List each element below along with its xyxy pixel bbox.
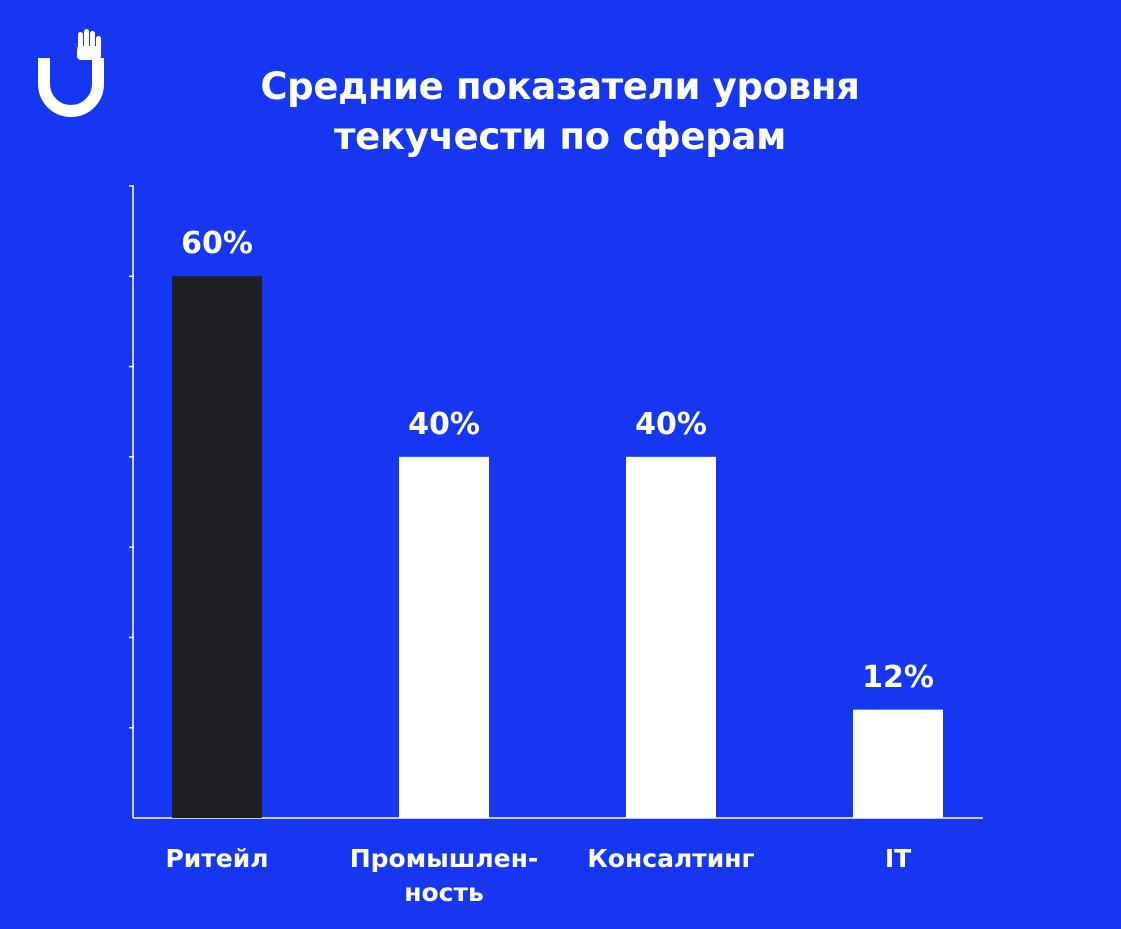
bar-2 <box>399 456 489 818</box>
chart-title: Средние показатели уровня текучести по с… <box>200 62 920 162</box>
bar-4 <box>853 709 943 818</box>
bar-value-label: 12% <box>862 659 934 695</box>
x-category-label: Консалтинг <box>587 844 755 873</box>
bar-3 <box>626 456 716 818</box>
bar-1 <box>172 276 262 818</box>
chart-title-line-1: Средние показатели уровня <box>260 65 860 108</box>
chart-title-line-2: текучести по сферам <box>333 115 787 158</box>
x-category-label: IT <box>884 844 912 873</box>
x-category-label: Промышлен- ность <box>349 844 539 907</box>
chart-axes <box>129 185 983 819</box>
bar-value-label: 40% <box>635 406 707 442</box>
x-category-label: Ритейл <box>165 844 269 873</box>
bar-value-label: 60% <box>181 226 253 262</box>
brand-logo-icon <box>38 29 104 117</box>
chart-bars <box>172 276 943 818</box>
bar-value-label: 40% <box>408 406 480 442</box>
